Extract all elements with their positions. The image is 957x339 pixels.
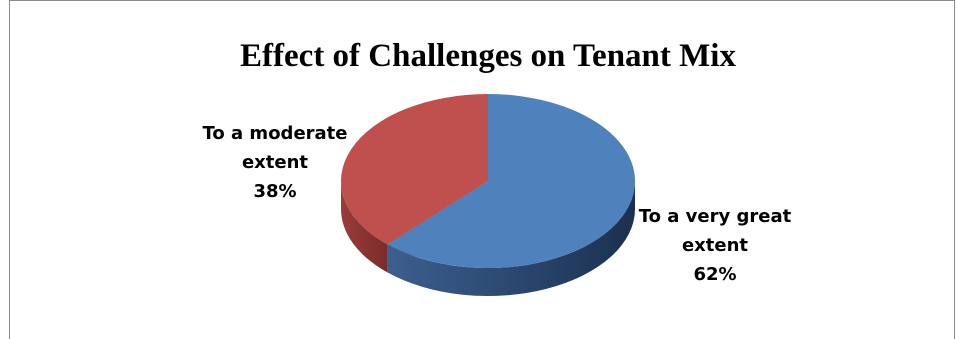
pie-slice-0 bbox=[387, 94, 635, 268]
slice-label-line-2: extent bbox=[682, 235, 748, 256]
data-label-moderate-extent: To a moderate extent 38% bbox=[203, 123, 348, 202]
slice-label-line-1: To a very great bbox=[639, 206, 792, 227]
pie-slice-side-1 bbox=[341, 181, 388, 273]
data-label-very-great-extent: To a very great extent 62% bbox=[639, 206, 792, 285]
slice-value-label: 62% bbox=[693, 264, 736, 285]
slice-label-line-2: extent bbox=[242, 152, 308, 173]
slice-label-line-1: To a moderate bbox=[203, 123, 348, 144]
slice-value-label: 38% bbox=[253, 181, 296, 202]
chart-frame bbox=[9, 0, 955, 339]
pie-slice-side-0 bbox=[387, 181, 635, 297]
pie-slice-1 bbox=[340, 94, 488, 245]
pie-3d bbox=[340, 94, 635, 297]
chart-title: Effect of Challenges on Tenant Mix bbox=[240, 38, 736, 74]
